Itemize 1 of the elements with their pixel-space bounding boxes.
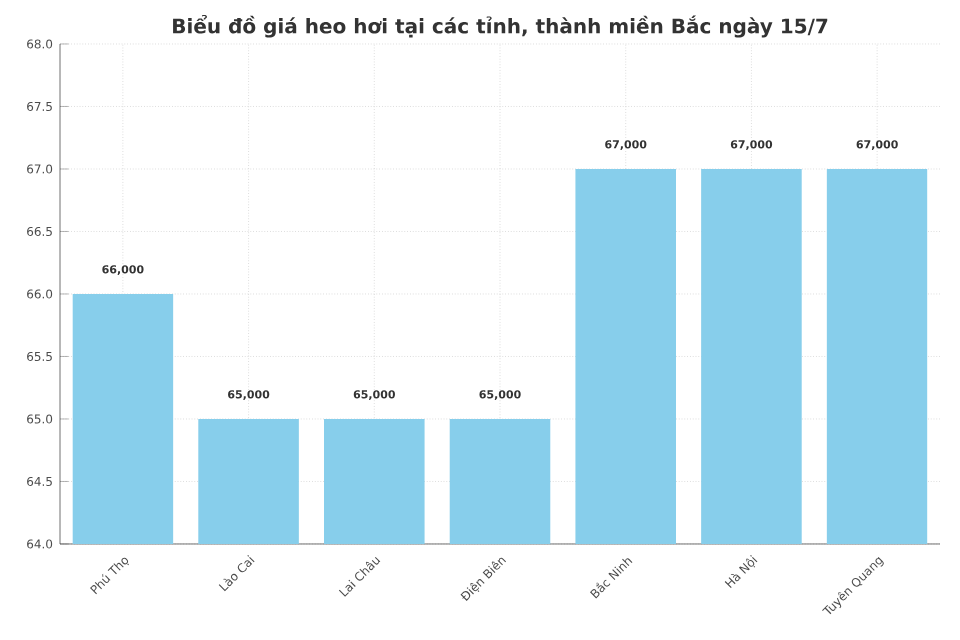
chart-title: Biểu đồ giá heo hơi tại các tỉnh, thành miền Bắc ngày 15/7 [173,15,828,38]
